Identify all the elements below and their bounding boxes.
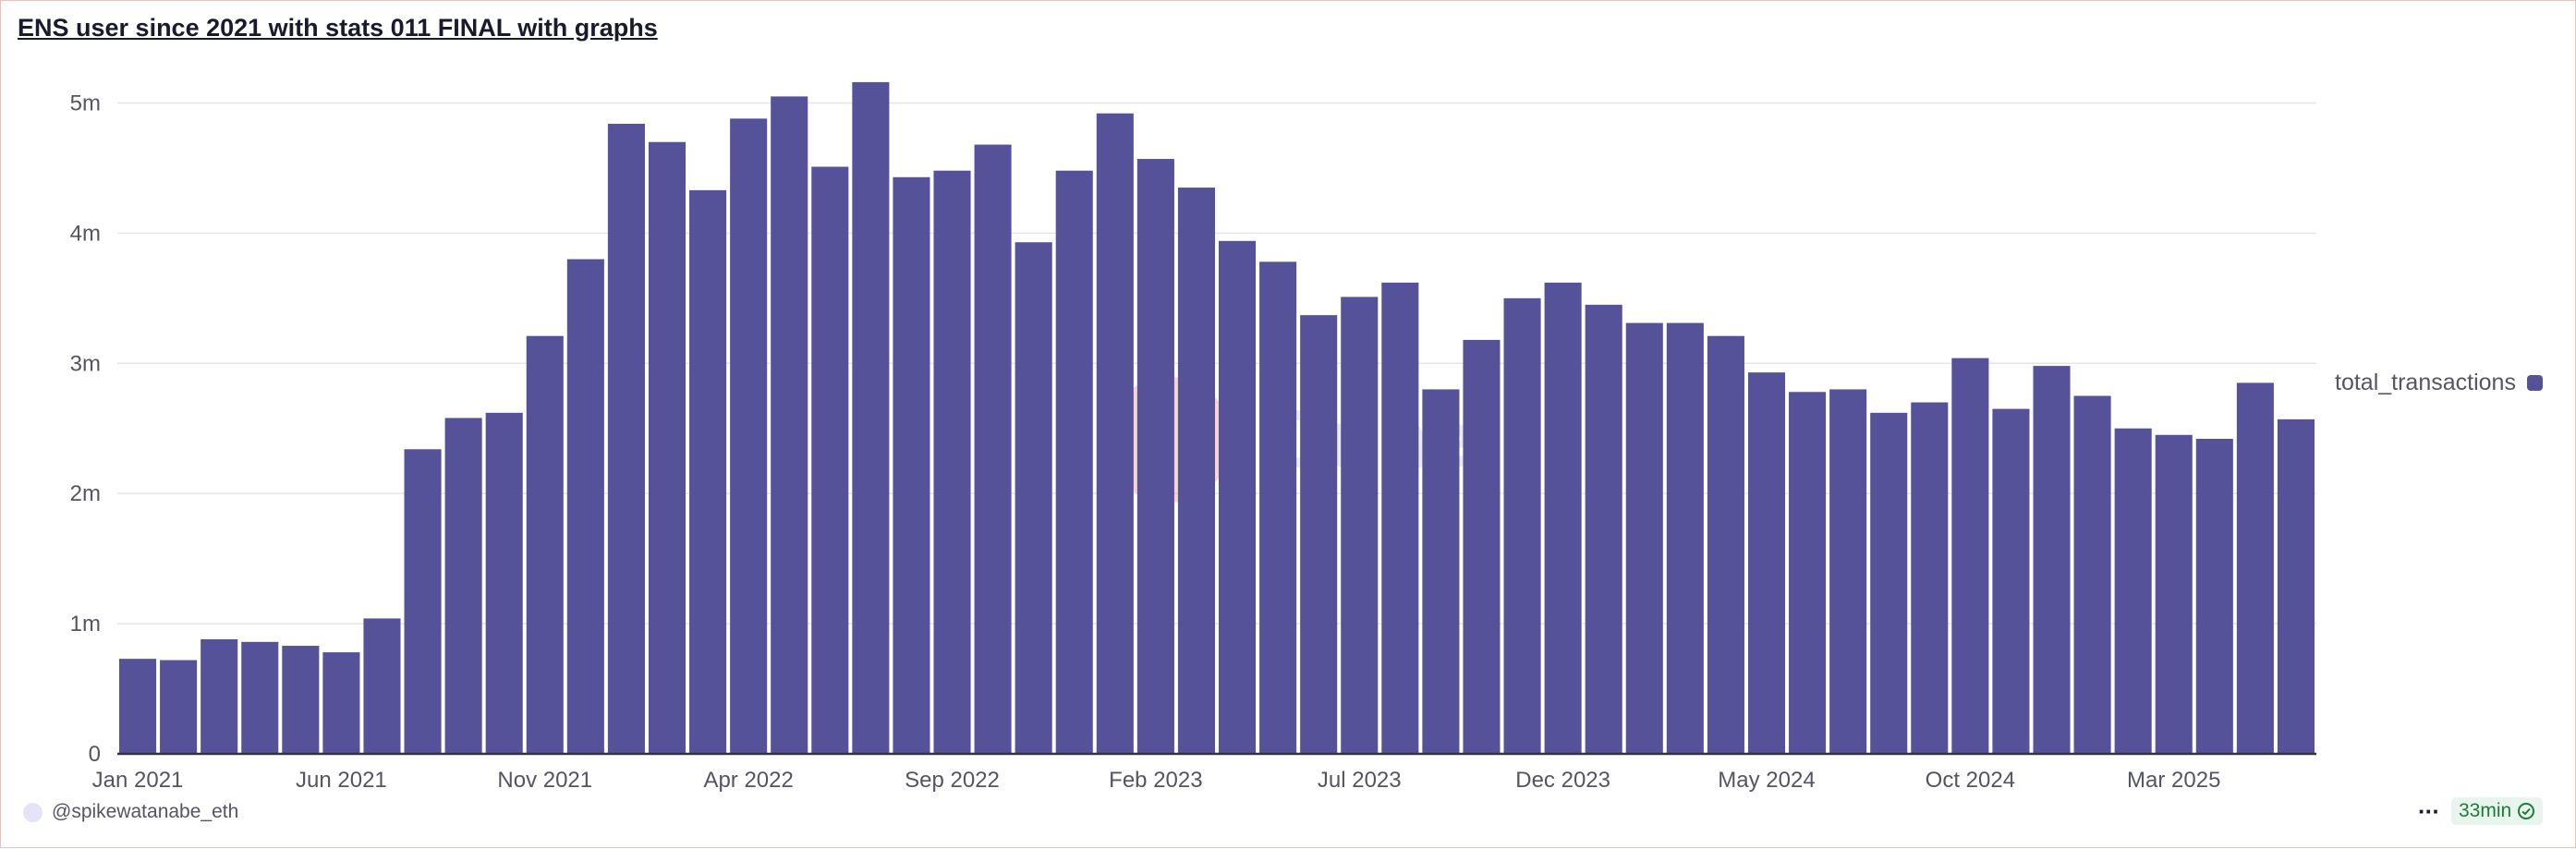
bars bbox=[119, 81, 2315, 755]
bar[interactable] bbox=[322, 652, 360, 754]
legend-swatch bbox=[2526, 375, 2543, 391]
x-tick-label: Dec 2023 bbox=[1515, 768, 1610, 793]
bar[interactable] bbox=[1870, 412, 1908, 754]
x-tick-label: Nov 2021 bbox=[497, 768, 592, 793]
bar[interactable] bbox=[566, 259, 604, 755]
bar[interactable] bbox=[404, 449, 442, 754]
bar[interactable] bbox=[933, 170, 971, 754]
bar[interactable] bbox=[282, 646, 320, 754]
bar[interactable] bbox=[1381, 282, 1419, 754]
bar[interactable] bbox=[2114, 428, 2152, 754]
freshness-badge[interactable]: 33min bbox=[2451, 797, 2544, 825]
bar[interactable] bbox=[1625, 322, 1663, 754]
author-link[interactable]: @spikewatanabe_eth bbox=[23, 801, 238, 823]
x-tick-label: Apr 2022 bbox=[703, 768, 793, 793]
legend[interactable]: total_transactions bbox=[2335, 370, 2543, 396]
bar[interactable] bbox=[1503, 297, 1541, 754]
bar[interactable] bbox=[1096, 113, 1134, 754]
author-name: @spikewatanabe_eth bbox=[52, 801, 239, 822]
y-tick-label: 3m bbox=[70, 351, 101, 376]
bar[interactable] bbox=[771, 96, 808, 755]
bar[interactable] bbox=[1341, 297, 1379, 754]
ellipsis-icon[interactable]: ··· bbox=[2418, 797, 2440, 825]
bar[interactable] bbox=[2195, 439, 2233, 754]
bar[interactable] bbox=[2277, 418, 2315, 754]
y-tick-label: 4m bbox=[70, 221, 101, 246]
bar[interactable] bbox=[648, 141, 687, 754]
bar[interactable] bbox=[1829, 389, 1867, 754]
bar[interactable] bbox=[1177, 188, 1215, 754]
x-axis-ticks: Jan 2021 Jun 2021 Nov 2021 Apr 2022 Sep 2022… bbox=[92, 768, 2221, 793]
bar[interactable] bbox=[2236, 382, 2274, 754]
y-tick-label: 1m bbox=[70, 612, 101, 637]
bar[interactable] bbox=[1666, 322, 1704, 754]
x-tick-label: Mar 2025 bbox=[2127, 768, 2220, 793]
bar[interactable] bbox=[119, 659, 157, 754]
x-tick-label: Jun 2021 bbox=[296, 768, 387, 793]
y-tick-label: 0 bbox=[89, 742, 101, 767]
bar[interactable] bbox=[1422, 389, 1460, 754]
bar[interactable] bbox=[1300, 315, 1338, 754]
freshness-text: 33min bbox=[2459, 800, 2512, 821]
x-tick-label: Feb 2023 bbox=[1109, 768, 1202, 793]
bar[interactable] bbox=[1259, 261, 1297, 754]
bar[interactable] bbox=[526, 335, 564, 754]
bar[interactable] bbox=[363, 618, 401, 754]
x-tick-label: Jul 2023 bbox=[1318, 768, 1402, 793]
bar[interactable] bbox=[2155, 434, 2193, 754]
bar[interactable] bbox=[444, 418, 482, 754]
x-tick-label: Sep 2022 bbox=[905, 768, 1000, 793]
check-circle-icon bbox=[2517, 802, 2535, 820]
bar[interactable] bbox=[1015, 242, 1052, 754]
bar[interactable] bbox=[2033, 366, 2071, 754]
chart-title[interactable]: ENS user since 2021 with stats 011 FINAL… bbox=[18, 14, 658, 42]
bar[interactable] bbox=[1951, 358, 1989, 754]
bar[interactable] bbox=[1544, 282, 1582, 754]
x-tick-label: Jan 2021 bbox=[92, 768, 184, 793]
bar[interactable] bbox=[1707, 335, 1744, 754]
bar[interactable] bbox=[607, 124, 645, 754]
bar[interactable] bbox=[1747, 372, 1786, 754]
bar[interactable] bbox=[200, 639, 238, 754]
x-tick-label: May 2024 bbox=[1718, 768, 1815, 793]
bar[interactable] bbox=[1992, 408, 2030, 754]
bar[interactable] bbox=[241, 641, 279, 754]
bar[interactable] bbox=[893, 176, 930, 755]
bar[interactable] bbox=[689, 189, 727, 754]
bar[interactable] bbox=[1911, 402, 1949, 754]
y-tick-label: 5m bbox=[70, 91, 101, 115]
bar[interactable] bbox=[1055, 170, 1093, 754]
bar[interactable] bbox=[1463, 339, 1501, 754]
bar[interactable] bbox=[485, 412, 523, 754]
bar[interactable] bbox=[1136, 159, 1174, 754]
bar[interactable] bbox=[852, 81, 890, 755]
y-axis-ticks: 0 1m 2m 3m 4m 5m bbox=[70, 91, 101, 767]
bar[interactable] bbox=[1585, 304, 1622, 754]
y-tick-label: 2m bbox=[70, 481, 101, 506]
bar[interactable] bbox=[1789, 392, 1827, 754]
bar[interactable] bbox=[160, 660, 198, 754]
bar[interactable] bbox=[1219, 240, 1257, 754]
bar[interactable] bbox=[730, 118, 768, 754]
bar[interactable] bbox=[2073, 395, 2111, 755]
gridlines bbox=[117, 102, 2316, 625]
x-tick-label: Oct 2024 bbox=[1926, 768, 2015, 793]
legend-label: total_transactions bbox=[2335, 370, 2516, 395]
bar[interactable] bbox=[974, 144, 1012, 754]
bar[interactable] bbox=[811, 166, 849, 755]
avatar bbox=[23, 802, 43, 822]
